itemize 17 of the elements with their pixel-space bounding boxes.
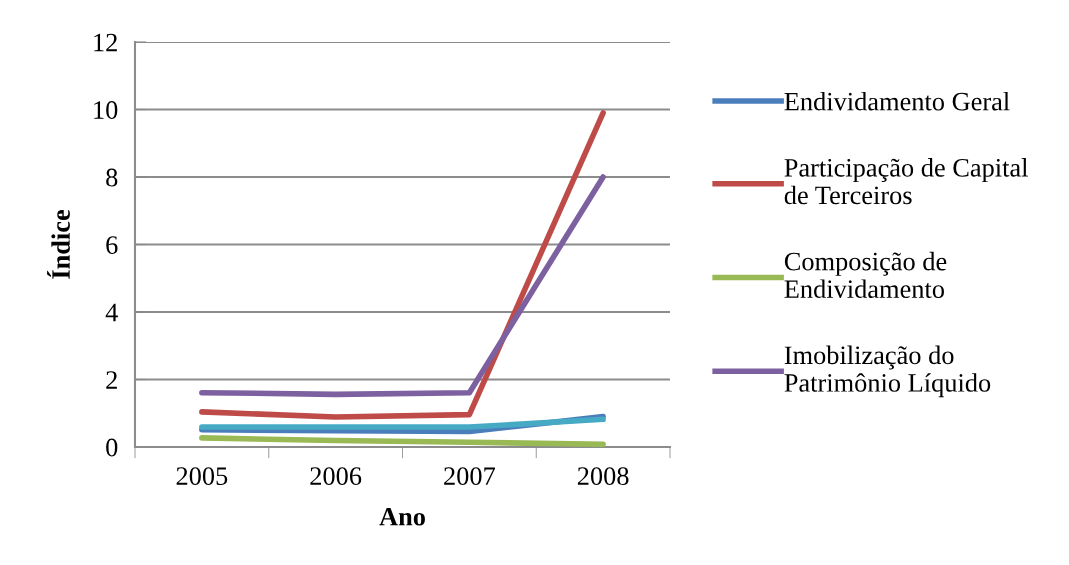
y-tick-label: 8 — [106, 168, 118, 187]
y-tick-label: 10 — [94, 101, 118, 119]
y-tick-label: 0 — [106, 438, 118, 457]
y-tick-label: 12 — [94, 33, 117, 52]
legend-label: Composição de Endividamento — [784, 251, 947, 299]
legend-label: Endividamento Geral — [784, 91, 1010, 111]
x-tick-label: 2006 — [310, 467, 362, 486]
y-axis-title: Índice — [47, 209, 70, 279]
y-tick-label: 4 — [105, 303, 118, 322]
y-tick-label: 2 — [106, 371, 117, 389]
x-tick-label: 2008 — [577, 467, 629, 486]
x-tick-label: 2005 — [176, 467, 228, 486]
legend-label: Participação de Capital de Terceiros — [784, 158, 1028, 205]
x-axis-title: Ano — [379, 507, 425, 526]
legend-label: Imobilização do Patrimônio Líquido — [784, 345, 991, 398]
y-tick-label: 6 — [106, 236, 118, 254]
x-tick-label: 2007 — [444, 467, 496, 486]
